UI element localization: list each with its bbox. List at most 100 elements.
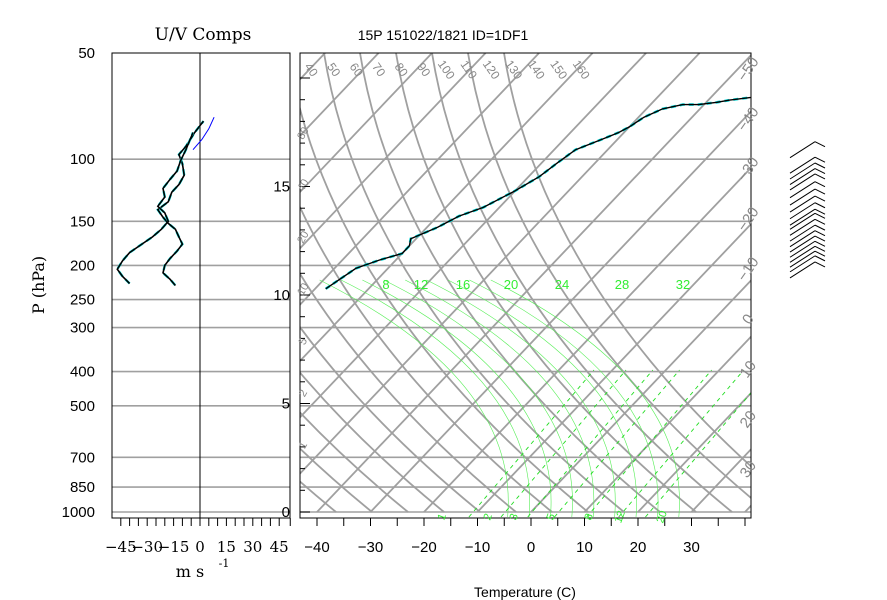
isotherm xyxy=(690,448,751,513)
dry-adiabat xyxy=(0,53,120,512)
wind-barb-shaft xyxy=(789,250,816,268)
mixing-ratio-label: 8 xyxy=(582,512,595,522)
uv-components-panel: −45−30−15 0 15 30 45 50100150200250300400500… xyxy=(29,25,291,581)
left-edge-label: 10 xyxy=(295,281,312,298)
wind-barb-shaft xyxy=(789,218,816,236)
skew-t-title: 15P 151022/1821 ID=1DF1 xyxy=(358,27,529,43)
moist-adiabat xyxy=(383,279,573,518)
wind-barb-flag xyxy=(814,195,826,202)
uv-x-tick-label: 30 xyxy=(243,538,262,556)
wind-barb-flag xyxy=(814,173,826,180)
left-edge-label: 2 xyxy=(297,388,310,399)
uv-series-halo-1 xyxy=(115,132,195,285)
temperature-axis-label: Temperature (C) xyxy=(474,584,576,600)
dry-adiabat-label: 70 xyxy=(369,60,388,79)
wind-barb-flag xyxy=(814,188,826,195)
isotherm xyxy=(300,53,326,81)
moist-adiabat xyxy=(319,279,509,518)
uv-series-line-1 xyxy=(116,132,194,285)
isotherm-label: 30 xyxy=(737,458,760,481)
wind-barbs xyxy=(789,141,826,279)
wind-barb-flag xyxy=(814,181,826,188)
pressure-tick-label-850: 850 xyxy=(70,479,95,496)
dry-adiabat-label: 160 xyxy=(570,57,593,82)
height-tick-label-10: 10 xyxy=(273,287,290,304)
temperature-x-tick-label: −20 xyxy=(411,539,436,556)
height-tick-label-0: 0 xyxy=(282,504,290,521)
uv-panel-title: U/V Comps xyxy=(155,25,252,45)
uv-x-tick-label: −45 xyxy=(105,538,137,556)
temperature-x-tick-label: −40 xyxy=(304,539,329,556)
dry-adiabat-label: 120 xyxy=(480,57,503,82)
moist-adiabat-label: 8 xyxy=(382,277,389,292)
dry-adiabat-label: 50 xyxy=(324,60,343,79)
moist-adiabat-label: 28 xyxy=(615,277,629,292)
dry-adiabat xyxy=(467,53,751,500)
dry-adiabat xyxy=(300,325,481,513)
pressure-tick-label-250: 250 xyxy=(70,292,95,309)
skew-t-grid xyxy=(0,53,887,518)
wind-barb-flag xyxy=(814,168,826,175)
wind-barb-shaft xyxy=(789,181,816,199)
wind-barb-shaft xyxy=(789,224,816,242)
pressure-tick-label-100: 100 xyxy=(70,151,95,168)
isotherm xyxy=(852,53,887,512)
dry-adiabat xyxy=(300,204,553,513)
isotherm-label: −10 xyxy=(734,254,763,285)
wind-barb-shaft xyxy=(789,173,816,191)
mixing-ratio-label: 3 xyxy=(507,512,520,522)
left-edge-label: 20 xyxy=(295,229,312,246)
uv-x-tick-labels: −45−30−15 0 15 30 45 xyxy=(105,538,289,556)
moist-adiabat xyxy=(426,279,616,518)
isotherm xyxy=(300,53,594,363)
isotherm xyxy=(369,110,751,513)
uv-series-line-2 xyxy=(192,116,215,151)
dry-adiabat-label: 140 xyxy=(525,57,548,82)
moist-adiabat-label: 12 xyxy=(414,277,428,292)
mixing-ratio-label: 12 xyxy=(612,509,627,525)
height-tick-label-15: 15 xyxy=(273,179,290,196)
mixing-ratio-line xyxy=(645,392,751,518)
isotherm-label: 10 xyxy=(737,358,760,381)
skew-t-plot-frame xyxy=(299,52,752,519)
wind-barb-flag xyxy=(814,261,826,268)
wind-barb-flag xyxy=(814,202,826,209)
dry-adiabat xyxy=(431,53,733,513)
pressure-tick-label-150: 150 xyxy=(70,213,95,230)
isotherm xyxy=(476,222,751,513)
isotherm xyxy=(300,53,540,306)
wind-barb-flag xyxy=(814,212,826,219)
moist-adiabat xyxy=(362,279,552,518)
mixing-ratio-line xyxy=(618,369,745,518)
uv-pressure-gridlines xyxy=(112,158,290,513)
pressure-tick-label-200: 200 xyxy=(70,257,95,274)
left-edge-label: 40 xyxy=(295,177,312,194)
dry-adiabat-label: 80 xyxy=(392,60,411,79)
uv-x-tick-label: −15 xyxy=(158,538,190,556)
mixing-ratio-label: 5 xyxy=(544,512,557,522)
wind-barb-shaft xyxy=(789,156,816,174)
wind-barb-shaft xyxy=(789,202,816,220)
temperature-x-tick-label: 20 xyxy=(630,539,647,556)
isotherm xyxy=(300,53,433,194)
dry-adiabat xyxy=(300,480,337,513)
left-edge-label: 1 xyxy=(297,440,310,451)
moist-adiabat-label: 32 xyxy=(676,277,690,292)
wind-barb-shaft xyxy=(789,230,816,248)
uv-x-tick-label: 0 xyxy=(195,538,205,556)
moist-adiabat xyxy=(340,279,530,518)
temperature-x-tick-label: 30 xyxy=(683,539,700,556)
dry-adiabat xyxy=(323,53,625,513)
wind-barb-flag xyxy=(814,250,826,257)
wind-barb-flag xyxy=(814,218,826,225)
pressure-tick-label-50: 50 xyxy=(78,45,95,62)
wind-barb-flag xyxy=(814,156,826,163)
isotherm xyxy=(300,53,487,250)
isotherm xyxy=(744,504,751,513)
temperature-x-tick-labels: −40 −30 −20 −10 0 10 20 30 xyxy=(304,539,700,556)
isotherm xyxy=(583,335,751,513)
isotherm xyxy=(799,53,887,512)
moist-adiabat-label: 16 xyxy=(456,277,470,292)
